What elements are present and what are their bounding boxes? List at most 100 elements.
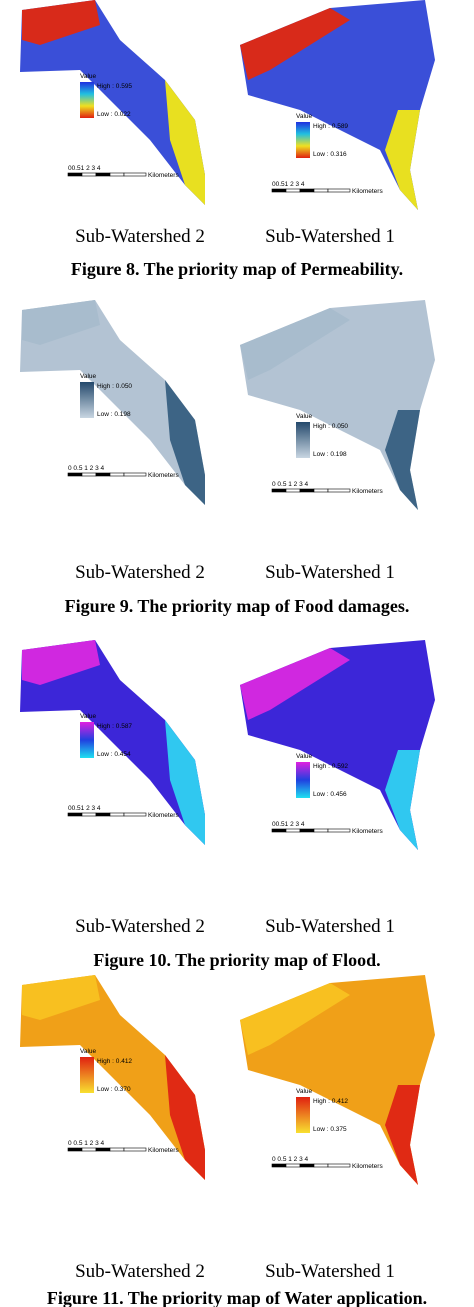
scale-segment <box>285 488 301 493</box>
scale-segment <box>271 1163 287 1168</box>
scale-ticks: 0 0.5 1 2 3 4 <box>272 481 309 488</box>
map-right-zone <box>385 750 420 850</box>
scale-segment <box>299 188 315 193</box>
scale-ticks: 0 0.5 1 2 3 4 <box>272 1156 309 1163</box>
map-left <box>20 0 205 205</box>
scale-segment <box>95 172 111 177</box>
legend-high: High : 0.050 <box>97 383 132 390</box>
legend-title: Value <box>80 1048 97 1055</box>
legend-ramp <box>80 82 94 118</box>
legend-title: Value <box>296 1088 313 1095</box>
legend-title: Value <box>80 73 97 80</box>
map-label: Sub-Watershed 2 <box>75 226 205 247</box>
legend-low: Low : 0.022 <box>97 111 131 118</box>
map-left-zone <box>165 80 205 205</box>
map-left <box>20 640 205 845</box>
map-left <box>20 300 205 505</box>
legend-ramp <box>296 422 310 458</box>
legend-title: Value <box>80 373 97 380</box>
scale-segment <box>95 812 111 817</box>
legend-low: Low : 0.456 <box>313 791 347 798</box>
map-right-zone <box>240 8 350 80</box>
scale-ticks: 00.51 2 3 4 <box>68 165 101 172</box>
legend-title: Value <box>80 713 97 720</box>
legend-ramp <box>80 382 94 418</box>
legend-high: High : 0.412 <box>97 1058 132 1065</box>
scale-segment <box>313 828 329 833</box>
scale-segment <box>327 828 351 833</box>
figure-caption: Figure 8. The priority map of Permeabili… <box>71 259 403 279</box>
scale-segment <box>271 488 287 493</box>
map-right-zone <box>240 648 350 720</box>
scale-segment <box>123 1147 147 1152</box>
scale-segment <box>313 1163 329 1168</box>
legend-ramp <box>80 722 94 758</box>
scale-segment <box>123 812 147 817</box>
legend-low: Low : 0.198 <box>97 411 131 418</box>
map-label: Sub-Watershed 2 <box>75 1261 205 1282</box>
map-label: Sub-Watershed 2 <box>75 916 205 937</box>
scale-segment <box>95 1147 111 1152</box>
legend-high: High : 0.587 <box>97 723 132 730</box>
scale-segment <box>109 172 125 177</box>
scale-unit: Kilometers <box>352 828 383 835</box>
map-left-zone <box>22 300 100 345</box>
map-label: Sub-Watershed 2 <box>75 562 205 583</box>
scale-unit: Kilometers <box>148 172 179 179</box>
legend-title: Value <box>296 113 313 120</box>
map-left-zone <box>22 640 100 685</box>
map-left-zone <box>165 380 205 505</box>
legend-high: High : 0.592 <box>313 763 348 770</box>
map-label: Sub-Watershed 1 <box>265 916 395 937</box>
scale-ticks: 00.51 2 3 4 <box>272 821 305 828</box>
map-label: Sub-Watershed 1 <box>265 226 395 247</box>
legend-high: High : 0.050 <box>313 423 348 430</box>
scale-ticks: 0 0.5 1 2 3 4 <box>68 465 105 472</box>
legend-title: Value <box>296 753 313 760</box>
scale-segment <box>271 828 287 833</box>
scale-segment <box>81 472 97 477</box>
scale-segment <box>285 188 301 193</box>
scale-unit: Kilometers <box>148 1147 179 1154</box>
scale-unit: Kilometers <box>352 488 383 495</box>
legend-ramp <box>296 1097 310 1133</box>
legend-high: High : 0.589 <box>313 123 348 130</box>
map-left-zone <box>22 975 100 1020</box>
legend-title: Value <box>296 413 313 420</box>
scale-segment <box>67 472 83 477</box>
figure-caption: Figure 11. The priority map of Water app… <box>47 1288 427 1307</box>
scale-segment <box>299 488 315 493</box>
scale-segment <box>299 1163 315 1168</box>
legend-ramp <box>296 122 310 158</box>
legend-low: Low : 0.316 <box>313 151 347 158</box>
legend-high: High : 0.412 <box>313 1098 348 1105</box>
legend-low: Low : 0.370 <box>97 1086 131 1093</box>
scale-segment <box>81 812 97 817</box>
map-right-zone <box>385 1085 420 1185</box>
map-left-zone <box>165 720 205 845</box>
scale-ticks: 0 0.5 1 2 3 4 <box>68 1140 105 1147</box>
legend-ramp <box>80 1057 94 1093</box>
map-label: Sub-Watershed 1 <box>265 562 395 583</box>
legend-low: Low : 0.198 <box>313 451 347 458</box>
legend-low: Low : 0.454 <box>97 751 131 758</box>
scale-unit: Kilometers <box>148 472 179 479</box>
scale-segment <box>285 1163 301 1168</box>
scale-segment <box>327 188 351 193</box>
scale-segment <box>327 1163 351 1168</box>
scale-segment <box>109 1147 125 1152</box>
scale-segment <box>81 1147 97 1152</box>
map-left-zone <box>165 1055 205 1180</box>
legend-ramp <box>296 762 310 798</box>
figure-caption: Figure 10. The priority map of Flood. <box>93 950 380 970</box>
scale-segment <box>67 812 83 817</box>
scale-segment <box>123 172 147 177</box>
scale-segment <box>95 472 111 477</box>
map-right-zone <box>240 983 350 1055</box>
